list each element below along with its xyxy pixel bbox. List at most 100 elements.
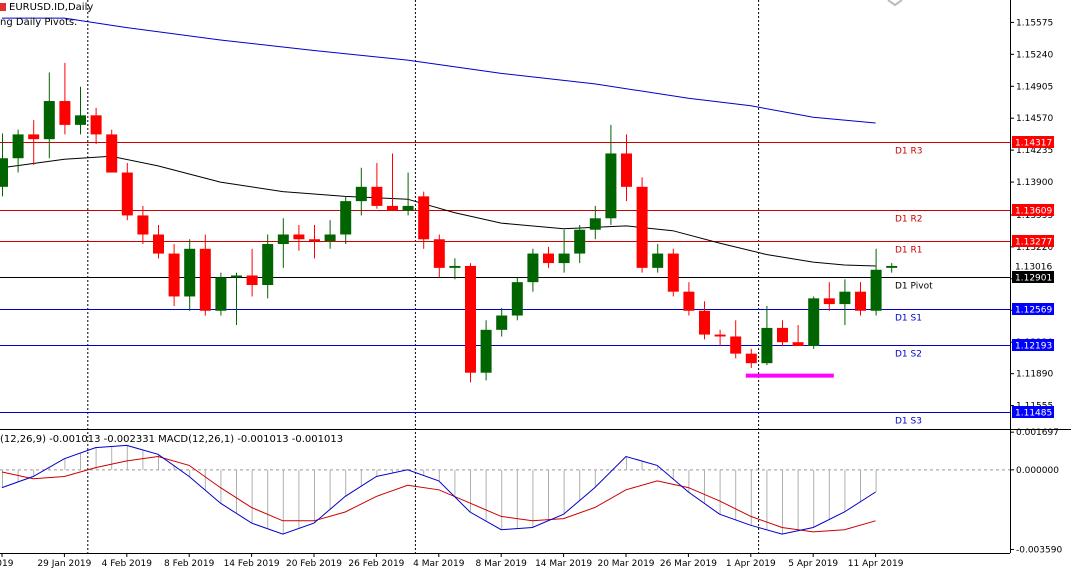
- pivot-lines: D1 R3 D1 R2 D1 R1 D1 Pivot D1 S1 D1 S2 D1 S3: [0, 142, 1010, 427]
- candle-body-6: [90, 115, 102, 135]
- pivot-value-label-4-bg: [1012, 303, 1054, 315]
- candle-36: [558, 229, 570, 273]
- candle-body-34: [527, 253, 539, 283]
- candle-body-10: [153, 234, 164, 254]
- candle-35: [543, 246, 554, 268]
- candle-body-35: [543, 253, 554, 264]
- pivot-value-label-0-bg: [1012, 136, 1054, 148]
- ma-slow-line: [2, 17, 876, 124]
- candle-18: [277, 218, 289, 268]
- candle-12: [184, 239, 196, 311]
- price-tick-label-11: 1.11890: [1016, 370, 1053, 380]
- candle-body-2: [28, 134, 40, 140]
- time-tick-label-10: 20 Mar 2019: [597, 559, 654, 569]
- candle-body-8: [121, 172, 133, 216]
- time-tick-label-3: 8 Feb 2019: [164, 559, 215, 569]
- price-tick-label-2: 1.14905: [1016, 82, 1053, 92]
- candle-40: [621, 134, 632, 202]
- price-axis-labels: 1.13016 1.14317 1.13609 1.13277 1.12901 1.125…: [1012, 136, 1054, 419]
- candle-37: [574, 224, 586, 264]
- pivot-label-6: D1 S3: [895, 417, 922, 427]
- time-tick-label-7: 4 Mar 2019: [413, 559, 465, 569]
- time-tick-label-2: 4 Feb 2019: [102, 559, 153, 569]
- candle-42: [652, 244, 664, 273]
- time-tick-label-5: 20 Feb 2019: [286, 559, 342, 569]
- candle-46: [714, 329, 726, 347]
- macd-tick-label-1: 0.000000: [1016, 466, 1059, 476]
- macd-signal-line: [1, 455, 876, 533]
- candle-body-57: [886, 265, 898, 268]
- candle-body-15: [231, 275, 242, 278]
- period-separators: [87, 0, 760, 553]
- candle-54: [839, 279, 851, 326]
- candle-body-1: [12, 134, 24, 159]
- time-tick-label-11: 26 Mar 2019: [660, 559, 717, 569]
- candle-body-55: [855, 291, 866, 311]
- pivot-value-label-2: 1.13277: [1015, 238, 1052, 248]
- macd-panel: [0, 444, 1010, 535]
- pivot-label-5: D1 S2: [895, 350, 922, 360]
- candlesticks[interactable]: [0, 62, 898, 383]
- candle-body-24: [371, 186, 383, 206]
- candle-body-21: [324, 234, 336, 242]
- candle-44: [683, 282, 695, 316]
- macd-tick-label-2: -0.003590: [1016, 545, 1062, 555]
- candle-26: [402, 172, 414, 216]
- candle-33: [511, 277, 523, 321]
- time-tick-label-13: 5 Apr 2019: [788, 559, 838, 569]
- pivot-value-label-1-bg: [1012, 204, 1054, 216]
- candle-body-53: [823, 298, 835, 305]
- candle-32: [496, 307, 508, 337]
- candle-body-5: [75, 115, 86, 125]
- candle-body-51: [792, 342, 804, 347]
- candle-6: [90, 107, 102, 144]
- candle-53: [823, 282, 835, 311]
- pivot-value-label-0: 1.14317: [1015, 139, 1052, 149]
- price-tick-label-5: 1.13900: [1016, 178, 1053, 188]
- candle-55: [855, 282, 866, 316]
- candle-3: [43, 72, 55, 159]
- macd-main-line: [1, 444, 876, 535]
- chart-title: EURUSD.ID,Daily: [0, 2, 93, 13]
- candle-body-45: [699, 310, 710, 335]
- candle-body-31: [480, 329, 492, 373]
- candle-14: [215, 272, 227, 316]
- candle-body-18: [277, 234, 289, 245]
- candle-1: [12, 129, 24, 173]
- candle-body-48: [745, 353, 757, 364]
- candle-29: [449, 258, 461, 280]
- candle-body-43: [667, 253, 679, 292]
- pivot-value-label-6-bg: [1012, 406, 1054, 418]
- pivot-value-label-5: 1.12193: [1015, 342, 1052, 352]
- time-tick-label-9: 14 Mar 2019: [535, 559, 592, 569]
- pivot-label-4: D1 S1: [895, 314, 922, 324]
- candle-2: [28, 120, 40, 165]
- candle-body-14: [215, 277, 227, 311]
- candle-39: [605, 124, 617, 225]
- candle-45: [699, 301, 710, 340]
- candle-body-28: [433, 239, 445, 268]
- price-tick-label-3: 1.14570: [1016, 114, 1053, 124]
- candle-50: [777, 320, 788, 347]
- candle-body-11: [168, 253, 180, 297]
- candle-47: [730, 320, 742, 359]
- scroll-arrow-icon: [887, 0, 903, 7]
- pivot-label-1: D1 R2: [895, 215, 923, 225]
- candle-48: [745, 348, 757, 368]
- candle-15: [231, 272, 242, 326]
- candle-body-22: [340, 201, 352, 235]
- candle-body-13: [199, 248, 211, 311]
- price-tick-label-1: 1.15240: [1016, 50, 1053, 60]
- pivot-value-label-2-bg: [1012, 235, 1054, 247]
- macd-tick-label-0: 0.001697: [1016, 428, 1059, 438]
- candle-57: [886, 263, 898, 273]
- price-tick-label-7: 1.13220: [1016, 243, 1053, 253]
- candle-body-40: [621, 153, 632, 187]
- candle-body-46: [714, 334, 726, 337]
- candle-30: [465, 263, 476, 383]
- candle-43: [667, 248, 679, 297]
- current-price-label-bg: [1012, 260, 1054, 272]
- candle-body-30: [465, 265, 476, 373]
